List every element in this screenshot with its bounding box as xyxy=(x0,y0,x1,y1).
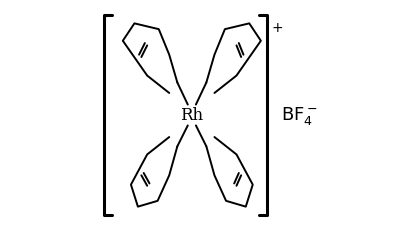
Text: Rh: Rh xyxy=(180,107,203,124)
Text: +: + xyxy=(271,21,283,35)
Text: BF$_4^-$: BF$_4^-$ xyxy=(281,105,317,126)
